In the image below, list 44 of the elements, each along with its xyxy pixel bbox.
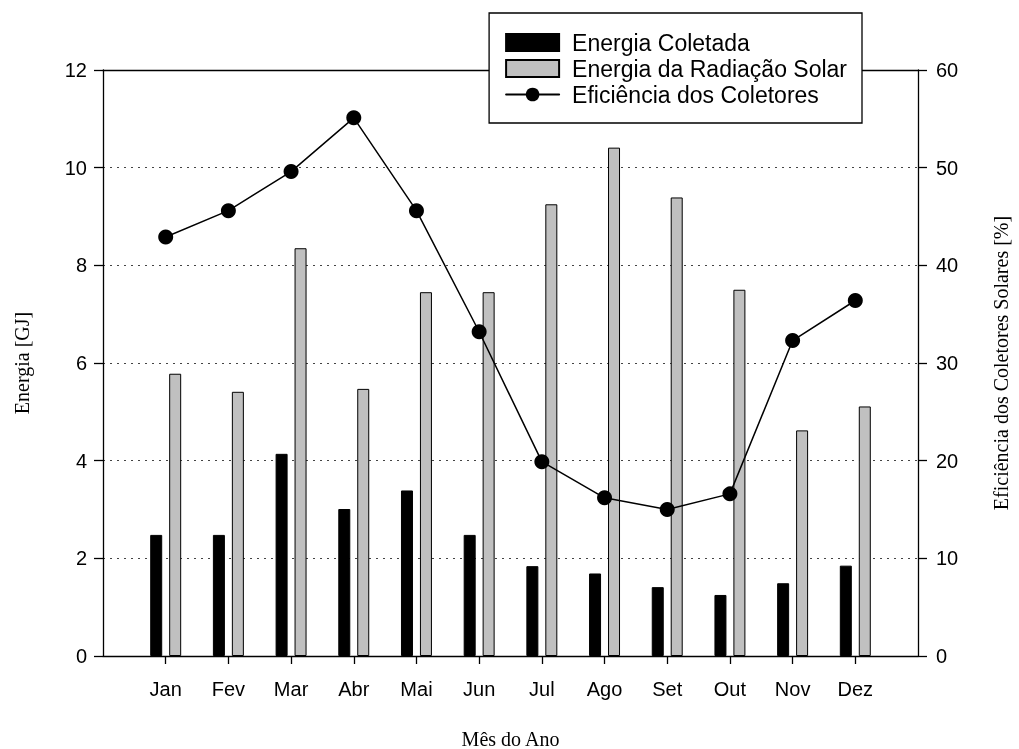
legend-label: Energia Coletada bbox=[572, 29, 751, 56]
x-tick-label: Ago bbox=[586, 678, 623, 700]
x-tick-label: Dez bbox=[837, 678, 874, 700]
y2-tick-label: 0 bbox=[936, 645, 948, 667]
point bbox=[346, 110, 362, 126]
x-tick-label: Set bbox=[652, 678, 683, 700]
y2-tick-label: 30 bbox=[936, 352, 959, 374]
x-axis-title: Mês do Ano bbox=[461, 728, 560, 749]
x-tick-label: Jun bbox=[463, 678, 496, 700]
point bbox=[283, 164, 299, 180]
legend-label: Energia da Radiação Solar bbox=[572, 55, 848, 82]
y-tick-label: 4 bbox=[75, 449, 87, 472]
point bbox=[785, 333, 801, 349]
y-tick-label: 10 bbox=[64, 156, 87, 179]
y-tick-label: 0 bbox=[75, 645, 87, 667]
point bbox=[220, 203, 236, 219]
point bbox=[534, 454, 550, 470]
point bbox=[408, 203, 424, 219]
x-tick-label: Mai bbox=[400, 678, 433, 700]
y-tick-label: 6 bbox=[75, 352, 87, 374]
x-tick-label: Fev bbox=[211, 678, 246, 700]
x-tick-label: Jul bbox=[529, 678, 555, 700]
y2-tick-label: 10 bbox=[936, 547, 959, 570]
x-tick-label: Abr bbox=[338, 678, 370, 700]
y2-tick-label: 50 bbox=[936, 156, 959, 179]
point bbox=[722, 486, 738, 502]
x-tick-label: Mar bbox=[273, 678, 309, 700]
y-axis-title: Energia [GJ] bbox=[11, 311, 34, 415]
x-tick-label: Nov bbox=[774, 678, 811, 700]
point bbox=[471, 324, 487, 340]
point bbox=[847, 293, 863, 308]
x-tick-label: Out bbox=[713, 678, 747, 700]
y-tick-label: 12 bbox=[64, 59, 87, 81]
y2-tick-label: 40 bbox=[936, 254, 959, 277]
x-tick-label: Jan bbox=[149, 678, 182, 700]
y2-tick-label: 20 bbox=[936, 449, 959, 472]
point bbox=[158, 229, 174, 245]
y2-tick-label: 60 bbox=[936, 59, 959, 81]
y-tick-label: 8 bbox=[75, 254, 87, 277]
point bbox=[659, 502, 675, 517]
legend-label: Eficiência dos Coletores bbox=[572, 81, 819, 108]
y-tick-label: 2 bbox=[75, 547, 87, 570]
point bbox=[597, 490, 613, 506]
y2-axis-title: Eficiência dos Coletores Solares [%] bbox=[990, 215, 1012, 511]
